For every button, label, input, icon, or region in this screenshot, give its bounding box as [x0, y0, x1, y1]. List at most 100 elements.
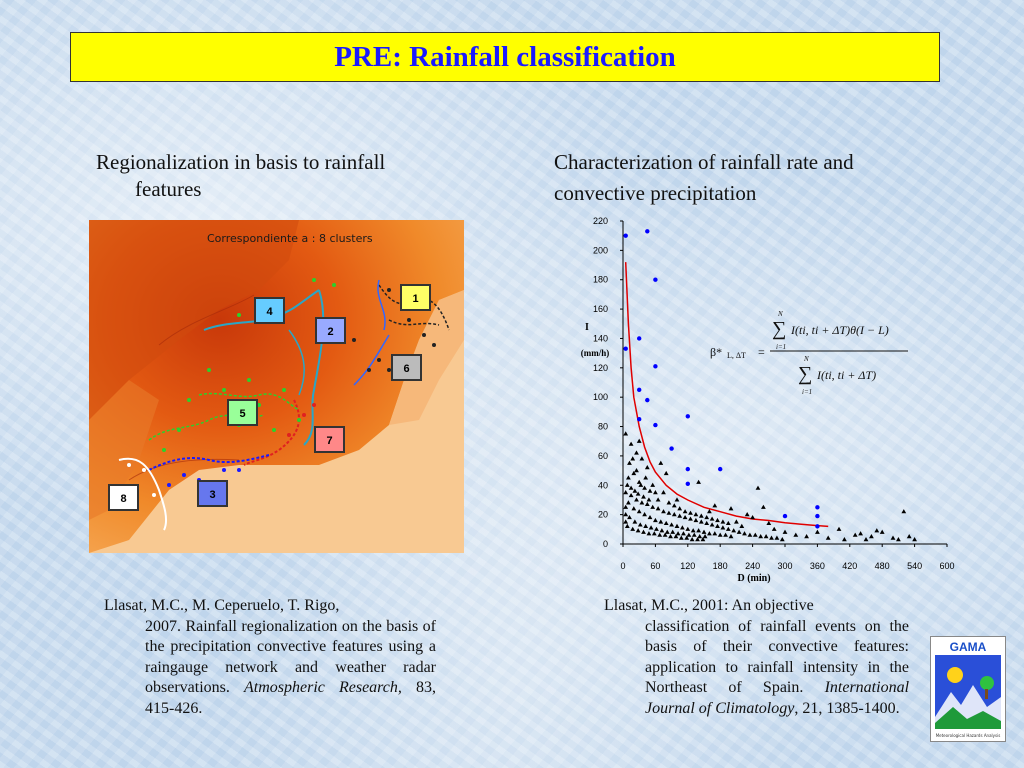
data-point-triangle	[675, 531, 681, 536]
left-reference-journal: Atmospheric Research,	[243, 679, 402, 696]
data-point-triangle	[670, 529, 676, 534]
right-heading-line2: convective precipitation	[554, 181, 757, 205]
right-reference-journal: International Journal of Climatology	[645, 679, 910, 717]
data-point-triangle	[639, 456, 645, 461]
data-point-triangle	[691, 532, 697, 537]
data-point-triangle	[663, 520, 669, 526]
data-point-circle	[685, 481, 690, 487]
data-point-triangle	[890, 535, 896, 540]
data-point-triangle	[641, 529, 646, 534]
data-point-triangle	[901, 509, 907, 514]
data-point-triangle	[658, 519, 664, 524]
data-point-circle	[645, 229, 650, 234]
y-tick-label: 40	[598, 480, 608, 490]
svg-text:2: 2	[327, 326, 333, 338]
data-point-triangle	[684, 535, 690, 540]
data-point-circle	[623, 233, 628, 238]
formula-sum-bottom-den: i=1	[802, 388, 812, 396]
data-point-triangle	[758, 534, 764, 539]
x-tick-label: 120	[680, 561, 695, 571]
fit-curve-group	[624, 262, 829, 528]
data-point-triangle	[653, 517, 658, 523]
data-point-triangle	[659, 528, 665, 533]
formula-sum-top-den: N	[803, 355, 809, 363]
data-point-triangle	[720, 519, 726, 524]
y-tick-label: 100	[593, 392, 608, 402]
data-point-circle	[669, 446, 674, 451]
data-point-triangle	[677, 506, 683, 511]
data-point-triangle	[736, 529, 742, 534]
data-point-triangle	[630, 456, 636, 461]
y-tick-label: 200	[593, 245, 608, 255]
data-point-triangle	[836, 526, 842, 531]
data-point-triangle	[641, 494, 646, 499]
data-point-triangle	[623, 512, 629, 517]
data-point-triangle	[697, 534, 703, 539]
x-tick-label: 240	[745, 561, 760, 571]
data-point-triangle	[674, 523, 680, 528]
data-point-triangle	[643, 523, 649, 528]
data-point-triangle	[635, 528, 641, 533]
data-point-triangle	[643, 475, 649, 480]
data-point-triangle	[709, 516, 715, 521]
formula-sum-bottom-num: i=1	[776, 343, 786, 351]
data-point-triangle	[825, 535, 831, 540]
data-point-triangle	[666, 500, 672, 505]
data-point-triangle	[642, 512, 647, 517]
x-tick-label: 540	[907, 561, 922, 571]
data-point-circle	[685, 414, 690, 419]
data-point-triangle	[696, 528, 701, 533]
data-point-triangle	[701, 529, 707, 534]
points-group	[623, 229, 917, 542]
chart-axes: 0 60 120 180 240 300 360 420 480 540 600 0 20 40 60 80 1…	[593, 216, 955, 571]
data-point-triangle	[769, 535, 774, 540]
data-point-triangle	[793, 532, 799, 537]
beta-formula: β* L, ΔT = N ∑ i=1 I(ti, ti + ΔT)θ(I − L…	[710, 310, 908, 396]
left-reference-line1: Llasat, M.C., M. Ceperuelo, T. Rigo,	[104, 597, 340, 614]
data-point-triangle	[717, 532, 723, 537]
svg-text:5: 5	[239, 408, 245, 420]
svg-text:8: 8	[120, 493, 126, 505]
data-point-circle	[623, 346, 628, 351]
data-point-triangle	[842, 536, 847, 542]
data-point-triangle	[874, 528, 880, 533]
data-point-triangle	[702, 534, 708, 539]
left-reference-body: 2007. Rainfall regionalization on the ba…	[104, 617, 436, 720]
data-point-triangle	[681, 531, 686, 536]
cluster-label-2: 2	[315, 317, 346, 344]
left-reference-details: 83, 415-426.	[145, 679, 437, 717]
map-caption: Correspondiente a : 8 clusters	[207, 232, 373, 245]
data-point-triangle	[912, 536, 917, 542]
gama-logo: GAMA Meteorological Hazards Analysis	[930, 636, 1006, 742]
data-point-triangle	[731, 528, 737, 533]
cluster-label-4: 4	[254, 297, 285, 324]
data-point-triangle	[752, 532, 758, 537]
data-point-triangle	[715, 523, 720, 528]
x-tick-label: 600	[939, 561, 954, 571]
data-point-triangle	[628, 485, 634, 490]
y-tick-label: 20	[598, 510, 608, 520]
data-point-triangle	[688, 510, 693, 515]
data-point-triangle	[742, 531, 747, 536]
data-point-triangle	[698, 519, 704, 524]
sum-symbol-den: ∑	[798, 363, 812, 385]
data-point-circle	[637, 387, 642, 393]
data-point-triangle	[626, 500, 631, 505]
data-point-triangle	[650, 482, 656, 487]
data-point-triangle	[704, 514, 710, 520]
svg-text:3: 3	[209, 489, 215, 501]
data-point-triangle	[639, 500, 645, 505]
cluster-label-8: 8	[108, 484, 139, 511]
y-tick-label: 0	[603, 539, 608, 549]
data-point-triangle	[715, 517, 720, 523]
cluster-label-3: 3	[197, 480, 228, 507]
data-point-triangle	[661, 509, 666, 514]
y-tick-label: 140	[593, 333, 608, 343]
cluster-map: Correspondiente a : 8 clusters 1 2 3 4 5…	[89, 220, 464, 553]
data-point-triangle	[728, 534, 734, 539]
right-reference: Llasat, M.C., 2001: An objective classif…	[604, 596, 909, 719]
data-point-triangle	[804, 534, 809, 539]
data-point-triangle	[666, 510, 672, 515]
data-point-triangle	[657, 532, 663, 537]
x-tick-label: 420	[842, 561, 857, 571]
